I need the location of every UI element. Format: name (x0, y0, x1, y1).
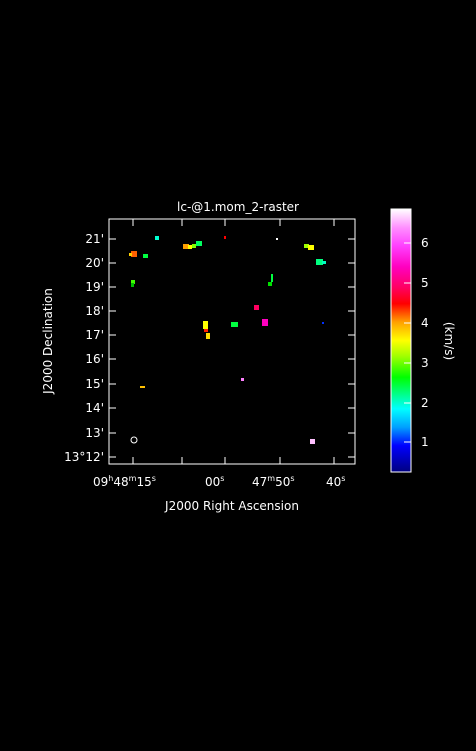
x-tick-label: 47m50s (252, 474, 295, 489)
pixel (131, 251, 137, 257)
y-tick-label: 13' (85, 426, 104, 440)
pixel (131, 280, 135, 284)
colorbar-tick-label: 1 (421, 435, 429, 449)
pixel (196, 241, 202, 246)
y-tick-labels: 21' 20' 19' 18' 17' 16' 15' 14' 13' 13°1… (64, 232, 104, 464)
y-tick-label: 17' (85, 328, 104, 342)
colorbar-label: (km/s) (442, 322, 456, 360)
pixel (192, 244, 196, 248)
pixel (271, 274, 273, 282)
pixel (304, 244, 309, 248)
beam-ellipse (130, 436, 138, 444)
pixel (183, 244, 189, 249)
colorbar-tick-label: 6 (421, 236, 429, 250)
colorbar-tick-label: 3 (421, 356, 429, 370)
pixel (143, 254, 148, 258)
pixel (241, 378, 244, 381)
y-tick-label: 14' (85, 401, 104, 415)
colorbar-tick-label: 4 (421, 316, 429, 330)
y-axis-title: J2000 Declination (41, 288, 55, 395)
x-axis-title: J2000 Right Ascension (164, 499, 299, 513)
pixel (316, 259, 323, 265)
pixel (310, 439, 315, 444)
x-tick-label: 00s (205, 474, 224, 489)
x-tick-label: 09h48m15s (93, 474, 156, 489)
y-tick-label: 16' (85, 352, 104, 366)
raster-pixels (129, 236, 326, 444)
pixel (308, 245, 314, 250)
pixel (129, 253, 132, 256)
colorbar-ticks (404, 242, 411, 443)
pixel (231, 322, 238, 327)
x-tick-labels: 09h48m15s 00s 47m50s 40s (93, 474, 345, 489)
pixel (262, 319, 268, 326)
colorbar (390, 208, 412, 473)
colorbar-tick-label: 2 (421, 396, 429, 410)
plot-title: lc-@1.mom_2-raster (177, 200, 299, 214)
x-tick-label: 40s (326, 474, 345, 489)
pixel (188, 245, 192, 249)
y-tick-label: 13°12' (64, 450, 104, 464)
colorbar-tick-labels: 1 2 3 4 5 6 (421, 236, 429, 449)
pixel (322, 322, 324, 324)
pixel (203, 321, 208, 329)
plot-frame (108, 218, 356, 465)
y-tick-label: 20' (85, 256, 104, 270)
y-axis-ticks (109, 238, 355, 458)
y-tick-label: 21' (85, 232, 104, 246)
y-tick-label: 19' (85, 280, 104, 294)
y-tick-label: 18' (85, 304, 104, 318)
pixel (206, 333, 210, 339)
colorbar-tick-label: 5 (421, 276, 429, 290)
pixel (322, 261, 326, 264)
pixel (254, 305, 259, 310)
y-tick-label: 15' (85, 377, 104, 391)
pixel (155, 236, 159, 240)
pixel (131, 283, 134, 287)
x-axis-ticks (132, 219, 335, 464)
pixel (140, 386, 145, 388)
pixel (268, 282, 272, 286)
pixel (224, 236, 226, 239)
pixel (276, 238, 278, 240)
pixel (204, 329, 208, 332)
